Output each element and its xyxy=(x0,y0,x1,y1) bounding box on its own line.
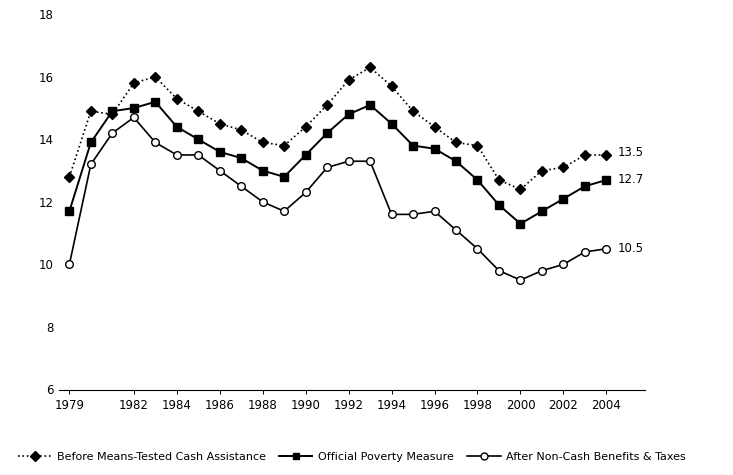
After Non-Cash Benefits & Taxes xyxy=(194,152,202,158)
Before Means-Tested Cash Assistance xyxy=(409,108,418,114)
After Non-Cash Benefits & Taxes xyxy=(216,168,224,173)
Official Poverty Measure xyxy=(194,136,202,142)
After Non-Cash Benefits & Taxes xyxy=(602,246,611,252)
Official Poverty Measure xyxy=(280,174,289,180)
Line: Before Means-Tested Cash Assistance: Before Means-Tested Cash Assistance xyxy=(65,64,610,193)
After Non-Cash Benefits & Taxes xyxy=(172,152,181,158)
Before Means-Tested Cash Assistance xyxy=(108,112,117,117)
Official Poverty Measure xyxy=(495,202,504,208)
After Non-Cash Benefits & Taxes xyxy=(280,209,289,214)
Official Poverty Measure xyxy=(537,209,546,214)
Official Poverty Measure xyxy=(151,99,160,104)
Official Poverty Measure xyxy=(237,155,246,161)
Before Means-Tested Cash Assistance xyxy=(172,96,181,102)
Before Means-Tested Cash Assistance xyxy=(366,65,375,70)
After Non-Cash Benefits & Taxes xyxy=(387,211,396,217)
Before Means-Tested Cash Assistance xyxy=(387,83,396,89)
Official Poverty Measure xyxy=(409,142,418,148)
Before Means-Tested Cash Assistance xyxy=(151,74,160,80)
Line: After Non-Cash Benefits & Taxes: After Non-Cash Benefits & Taxes xyxy=(65,114,610,284)
Official Poverty Measure xyxy=(108,108,117,114)
After Non-Cash Benefits & Taxes xyxy=(366,158,375,164)
Text: 10.5: 10.5 xyxy=(617,242,644,255)
Before Means-Tested Cash Assistance xyxy=(559,165,568,171)
After Non-Cash Benefits & Taxes xyxy=(323,165,331,171)
Before Means-Tested Cash Assistance xyxy=(86,108,95,114)
After Non-Cash Benefits & Taxes xyxy=(301,190,310,195)
After Non-Cash Benefits & Taxes xyxy=(86,162,95,167)
Before Means-Tested Cash Assistance xyxy=(65,174,74,180)
Before Means-Tested Cash Assistance xyxy=(216,121,224,126)
After Non-Cash Benefits & Taxes xyxy=(345,158,353,164)
Official Poverty Measure xyxy=(323,130,331,136)
After Non-Cash Benefits & Taxes xyxy=(559,262,568,267)
Official Poverty Measure xyxy=(581,183,589,189)
Before Means-Tested Cash Assistance xyxy=(258,140,267,145)
Before Means-Tested Cash Assistance xyxy=(430,124,439,130)
After Non-Cash Benefits & Taxes xyxy=(130,114,139,120)
Official Poverty Measure xyxy=(430,146,439,152)
After Non-Cash Benefits & Taxes xyxy=(151,140,160,145)
Official Poverty Measure xyxy=(301,152,310,158)
Before Means-Tested Cash Assistance xyxy=(345,77,353,83)
Before Means-Tested Cash Assistance xyxy=(280,142,289,148)
Before Means-Tested Cash Assistance xyxy=(237,127,246,133)
Before Means-Tested Cash Assistance xyxy=(323,102,331,108)
Before Means-Tested Cash Assistance xyxy=(581,152,589,158)
After Non-Cash Benefits & Taxes xyxy=(409,211,418,217)
After Non-Cash Benefits & Taxes xyxy=(537,268,546,274)
Before Means-Tested Cash Assistance xyxy=(537,168,546,173)
Official Poverty Measure xyxy=(366,102,375,108)
Line: Official Poverty Measure: Official Poverty Measure xyxy=(65,98,610,228)
After Non-Cash Benefits & Taxes xyxy=(452,227,460,233)
Before Means-Tested Cash Assistance xyxy=(130,80,139,86)
Before Means-Tested Cash Assistance xyxy=(602,152,611,158)
Official Poverty Measure xyxy=(216,149,224,155)
After Non-Cash Benefits & Taxes xyxy=(495,268,504,274)
After Non-Cash Benefits & Taxes xyxy=(65,262,74,267)
Official Poverty Measure xyxy=(258,168,267,173)
Before Means-Tested Cash Assistance xyxy=(473,142,482,148)
After Non-Cash Benefits & Taxes xyxy=(258,199,267,205)
Official Poverty Measure xyxy=(65,209,74,214)
Official Poverty Measure xyxy=(516,221,525,227)
Text: 13.5: 13.5 xyxy=(617,146,644,159)
Before Means-Tested Cash Assistance xyxy=(495,177,504,183)
Official Poverty Measure xyxy=(473,177,482,183)
Text: 12.7: 12.7 xyxy=(617,173,644,187)
Official Poverty Measure xyxy=(602,177,611,183)
Before Means-Tested Cash Assistance xyxy=(452,140,460,145)
Official Poverty Measure xyxy=(345,112,353,117)
Before Means-Tested Cash Assistance xyxy=(301,124,310,130)
Official Poverty Measure xyxy=(387,121,396,126)
Before Means-Tested Cash Assistance xyxy=(194,108,202,114)
Official Poverty Measure xyxy=(172,124,181,130)
After Non-Cash Benefits & Taxes xyxy=(516,277,525,283)
Legend: Before Means-Tested Cash Assistance, Official Poverty Measure, After Non-Cash Be: Before Means-Tested Cash Assistance, Off… xyxy=(13,447,690,466)
Official Poverty Measure xyxy=(452,158,460,164)
Official Poverty Measure xyxy=(86,140,95,145)
After Non-Cash Benefits & Taxes xyxy=(473,246,482,252)
Before Means-Tested Cash Assistance xyxy=(516,187,525,192)
Official Poverty Measure xyxy=(559,196,568,201)
After Non-Cash Benefits & Taxes xyxy=(430,209,439,214)
After Non-Cash Benefits & Taxes xyxy=(581,249,589,255)
After Non-Cash Benefits & Taxes xyxy=(237,183,246,189)
Official Poverty Measure xyxy=(130,105,139,111)
After Non-Cash Benefits & Taxes xyxy=(108,130,117,136)
